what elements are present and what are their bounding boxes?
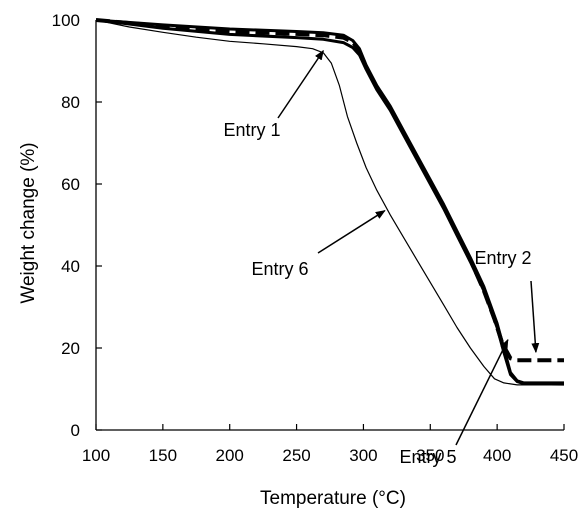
annotation-label-entry-5: Entry 5 xyxy=(399,447,456,467)
y-tick-label: 0 xyxy=(71,421,80,440)
x-tick-label: 300 xyxy=(349,446,377,465)
x-tick-label: 250 xyxy=(282,446,310,465)
y-tick-label: 100 xyxy=(52,11,80,30)
x-tick-label: 350 xyxy=(416,446,444,465)
annotation-label-entry-6: Entry 6 xyxy=(251,259,308,279)
y-axis-title: Weight change (%) xyxy=(18,142,39,303)
annotation-label-entry-2: Entry 2 xyxy=(474,248,531,268)
x-tick-label: 400 xyxy=(483,446,511,465)
series-line-entry-1 xyxy=(95,18,564,385)
annotation-arrow-entry-1 xyxy=(277,49,324,119)
x-tick-label: 450 xyxy=(550,446,578,465)
series-line-entry-6 xyxy=(95,19,564,386)
annotation-arrow-entry-6 xyxy=(317,210,386,254)
y-tick-label: 80 xyxy=(61,93,80,112)
series-line-entry-2 xyxy=(95,18,564,363)
y-tick-label: 20 xyxy=(61,339,80,358)
y-tick-label: 40 xyxy=(61,257,80,276)
series-line-entry-5 xyxy=(95,18,565,386)
annotation-label-entry-1: Entry 1 xyxy=(223,120,280,140)
annotation-arrow-entry-2 xyxy=(530,280,540,354)
x-tick-label: 150 xyxy=(149,446,177,465)
y-tick-label: 60 xyxy=(61,175,80,194)
annotation-arrow-entry-5 xyxy=(455,338,509,446)
x-tick-label: 100 xyxy=(82,446,110,465)
x-axis-title: Temperature (°C) xyxy=(260,488,406,509)
plot-area: 100 150 200 250 300 350 400 450 0 20 40 60 80 100 Entr… xyxy=(52,11,579,467)
x-tick-label: 200 xyxy=(216,446,244,465)
